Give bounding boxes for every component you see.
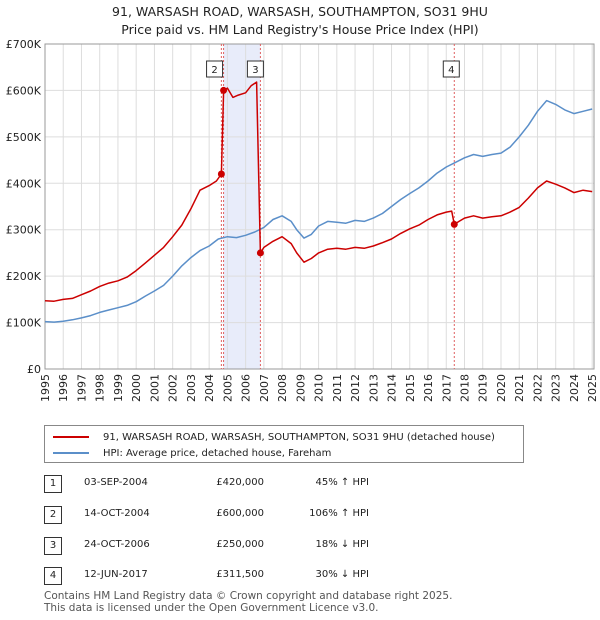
sale-point	[450, 220, 458, 228]
y-tick-label: £700K	[6, 38, 42, 51]
x-tick-label: 2008	[276, 374, 289, 402]
marker-box	[442, 60, 460, 78]
x-tick-label: 1998	[94, 374, 107, 402]
shaded-period	[223, 44, 261, 369]
y-tick-label: £600K	[6, 84, 42, 97]
legend-item-property: 91, WARSASH ROAD, WARSASH, SOUTHAMPTON, …	[53, 430, 495, 444]
sale-point	[217, 170, 225, 178]
x-tick-label: 2018	[459, 374, 472, 402]
marker-box	[206, 60, 224, 78]
chart-title: 91, WARSASH ROAD, WARSASH, SOUTHAMPTON, …	[112, 4, 488, 19]
transaction-hpi: 18% ↓ HPI	[315, 539, 369, 550]
legend-item-hpi: HPI: Average price, detached house, Fare…	[53, 446, 331, 460]
x-tick-label: 2007	[258, 374, 271, 402]
x-tick-label: 1995	[39, 374, 52, 402]
marker-label: 3	[252, 65, 258, 76]
marker-label: 4	[448, 65, 454, 76]
x-tick-label: 2022	[531, 374, 544, 402]
x-tick-label: 2025	[586, 374, 599, 402]
x-tick-label: 2005	[221, 374, 234, 402]
transaction-hpi: 45% ↑ HPI	[315, 477, 369, 488]
x-tick-label: 1997	[75, 374, 88, 402]
transaction-price: £250,000	[216, 539, 264, 550]
transaction-date: 14-OCT-2004	[84, 508, 150, 519]
plot-frame	[44, 43, 595, 370]
x-tick-label: 2024	[568, 374, 581, 402]
legend-swatch-property	[53, 436, 89, 438]
legend-label-property: 91, WARSASH ROAD, WARSASH, SOUTHAMPTON, …	[103, 431, 495, 443]
transaction-price: £311,500	[216, 569, 264, 580]
marker-label: 2	[211, 65, 217, 76]
x-tick-label: 2021	[513, 374, 526, 402]
transaction-date: 12-JUN-2017	[84, 569, 148, 580]
y-tick-label: £200K	[6, 270, 42, 283]
transaction-number: 3	[44, 537, 62, 555]
y-tick-label: £400K	[6, 177, 42, 190]
x-tick-label: 2000	[130, 374, 143, 402]
legend-swatch-hpi	[53, 452, 89, 454]
x-tick-label: 2017	[440, 374, 453, 402]
transaction-price: £600,000	[216, 508, 264, 519]
x-tick-label: 2023	[550, 374, 563, 402]
footer-licence: This data is licensed under the Open Gov…	[44, 602, 379, 614]
y-tick-label: £100K	[6, 317, 42, 330]
hpi-line	[44, 99, 593, 323]
transaction-date: 03-SEP-2004	[84, 477, 148, 488]
sale-point	[220, 86, 228, 94]
legend: 91, WARSASH ROAD, WARSASH, SOUTHAMPTON, …	[44, 425, 524, 463]
x-tick-label: 2020	[495, 374, 508, 402]
y-tick-label: £300K	[6, 224, 42, 237]
transaction-number: 4	[44, 567, 62, 585]
transaction-number: 2	[44, 506, 62, 524]
chart-subtitle: Price paid vs. HM Land Registry's House …	[121, 22, 479, 37]
transaction-price: £420,000	[216, 477, 264, 488]
transaction-hpi: 30% ↓ HPI	[315, 569, 369, 580]
property-price-line	[44, 81, 593, 302]
x-tick-label: 2011	[331, 374, 344, 402]
price-chart: £0 £100K £200K £300K £400K £500K £600K £700K 199…	[6, 38, 599, 402]
transaction-number: 1	[44, 475, 62, 493]
x-tick-label: 2015	[404, 374, 417, 402]
transaction-hpi: 106% ↑ HPI	[309, 508, 369, 519]
x-tick-label: 1999	[112, 374, 125, 402]
x-tick-label: 2013	[367, 374, 380, 402]
x-tick-label: 2001	[148, 374, 161, 402]
y-tick-label: £0	[27, 363, 41, 376]
transaction-date: 24-OCT-2006	[84, 539, 150, 550]
x-tick-label: 1996	[57, 374, 70, 402]
x-tick-label: 2012	[349, 374, 362, 402]
x-tick-label: 2010	[313, 374, 326, 402]
x-tick-label: 2019	[477, 374, 490, 402]
x-tick-label: 2009	[294, 374, 307, 402]
x-tick-label: 2003	[185, 374, 198, 402]
x-tick-label: 2002	[167, 374, 180, 402]
marker-box	[246, 60, 264, 78]
x-tick-label: 2006	[240, 374, 253, 402]
x-tick-label: 2004	[203, 374, 216, 402]
legend-label-hpi: HPI: Average price, detached house, Fare…	[103, 447, 332, 459]
footer-copyright: Contains HM Land Registry data © Crown c…	[44, 590, 453, 602]
sale-point	[256, 249, 264, 257]
y-tick-label: £500K	[6, 131, 42, 144]
x-tick-label: 2016	[422, 374, 435, 402]
x-tick-label: 2014	[386, 374, 399, 402]
